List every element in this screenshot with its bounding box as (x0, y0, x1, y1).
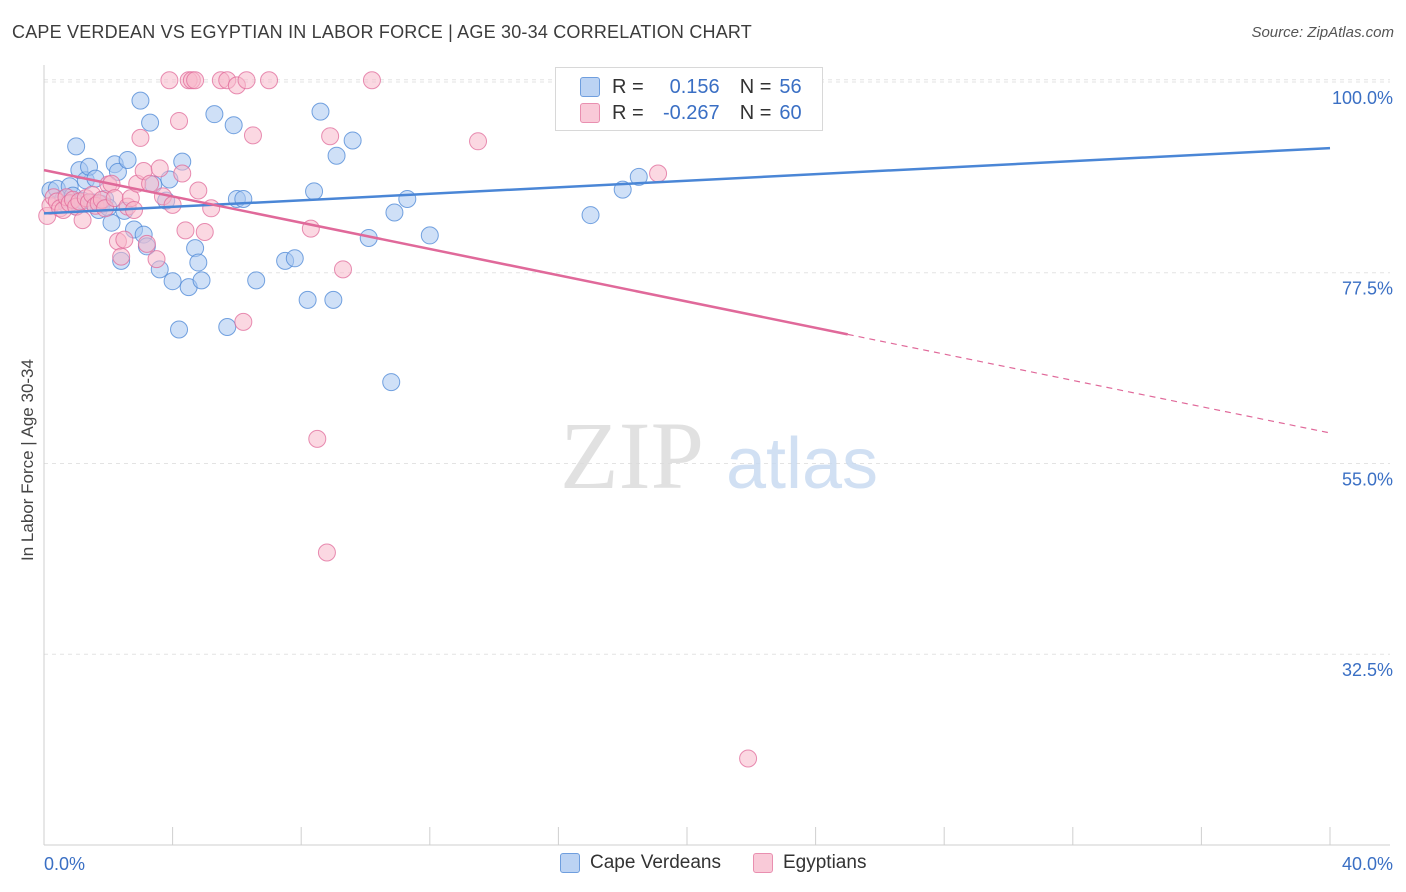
point-egyptian (317, 543, 336, 562)
point-egyptian (234, 312, 253, 331)
axes (43, 65, 1390, 846)
legend-label: Cape Verdeans (590, 852, 721, 873)
legend-swatch-blue (560, 853, 580, 873)
point-egyptian (739, 749, 758, 768)
trend-line-egyptians (43, 168, 849, 336)
point-cape-verdean (305, 182, 324, 201)
point-cape-verdean (324, 290, 343, 309)
point-cape-verdean (189, 253, 208, 272)
point-cape-verdean (170, 320, 189, 339)
y-tick-label: 55.0% (1342, 469, 1393, 489)
trend-line-egyptians-extension (847, 333, 1331, 434)
grid-lines (44, 79, 1390, 655)
point-cape-verdean (163, 272, 182, 291)
chart-title: CAPE VERDEAN VS EGYPTIAN IN LABOR FORCE … (12, 22, 752, 42)
legend-swatch-pink (580, 103, 600, 123)
point-egyptian (362, 71, 381, 90)
point-cape-verdean (311, 102, 330, 121)
point-egyptian (73, 211, 92, 230)
point-egyptian (150, 159, 169, 178)
point-cape-verdean (343, 131, 362, 150)
correlation-legend: R = 0.156 N = 56 R = -0.267 N = 60 (555, 67, 823, 131)
point-cape-verdean (385, 203, 404, 222)
point-cape-verdean (285, 249, 304, 268)
point-cape-verdean (581, 206, 600, 225)
legend-n-value: 60 (779, 101, 802, 124)
point-cape-verdean (327, 146, 346, 165)
point-cape-verdean (420, 226, 439, 245)
point-cape-verdean (234, 189, 253, 208)
point-egyptian (112, 247, 131, 266)
point-egyptian (469, 132, 488, 151)
point-cape-verdean (218, 317, 237, 336)
y-tick-label: 77.5% (1342, 279, 1393, 299)
point-cape-verdean (298, 290, 317, 309)
point-cape-verdean (118, 150, 137, 169)
legend-item-cape-verdeans[interactable]: Cape Verdeans (560, 852, 721, 874)
legend-row-cape-verdeans: R = 0.156 N = 56 (580, 75, 802, 99)
legend-n-label: N = (739, 101, 772, 124)
point-egyptian (173, 164, 192, 183)
point-cape-verdean (131, 91, 150, 110)
watermark-atlas: atlas (726, 424, 878, 504)
point-cape-verdean (382, 373, 401, 392)
point-cape-verdean (141, 113, 160, 132)
point-cape-verdean (398, 189, 417, 208)
data-points (38, 71, 777, 768)
point-egyptian (195, 223, 214, 242)
point-egyptian (321, 127, 340, 146)
point-egyptian (160, 71, 179, 90)
source-label: Source: ZipAtlas.com (1251, 24, 1394, 41)
tick-labels: 32.5% 55.0% 77.5% 100.0% 0.0% 40.0% (44, 88, 1393, 874)
y-axis-label: In Labor Force | Age 30-34 (18, 359, 37, 561)
point-egyptian (176, 221, 195, 240)
legend-row-egyptians: R = -0.267 N = 60 (580, 101, 802, 125)
point-egyptian (147, 250, 166, 269)
point-cape-verdean (629, 167, 648, 186)
watermark-zip: ZIP (560, 402, 704, 509)
legend-swatch-blue (580, 77, 600, 97)
legend-r-label: R = (612, 75, 644, 98)
legend-n-label: N = (739, 75, 772, 98)
trend-line-cape-verdeans (43, 146, 1331, 215)
x-tick-label-min: 0.0% (44, 854, 85, 874)
legend-r-value: 0.156 (669, 75, 720, 98)
point-cape-verdean (224, 116, 243, 135)
trend-lines (43, 146, 1331, 434)
point-egyptian (189, 181, 208, 200)
point-egyptian (170, 111, 189, 130)
point-cape-verdean (67, 137, 86, 156)
point-cape-verdean (247, 271, 266, 290)
point-egyptian (260, 71, 279, 90)
point-egyptian (131, 128, 150, 147)
point-egyptian (333, 260, 352, 279)
point-egyptian (243, 126, 262, 145)
legend-swatch-pink (753, 853, 773, 873)
point-egyptian (237, 71, 256, 90)
legend-n-value: 56 (779, 75, 802, 98)
point-egyptian (308, 429, 327, 448)
x-tick-label-max: 40.0% (1342, 854, 1393, 874)
point-egyptian (649, 164, 668, 183)
y-tick-label: 100.0% (1332, 88, 1393, 108)
point-egyptian (115, 230, 134, 249)
series-legend: Cape Verdeans Egyptians (560, 852, 898, 874)
legend-item-egyptians[interactable]: Egyptians (753, 852, 866, 874)
legend-label: Egyptians (783, 852, 867, 873)
legend-r-label: R = (612, 101, 644, 124)
point-egyptian (137, 234, 156, 253)
point-cape-verdean (205, 105, 224, 124)
legend-r-value: -0.267 (662, 101, 720, 124)
point-cape-verdean (192, 271, 211, 290)
point-egyptian (186, 71, 205, 90)
point-egyptian (163, 195, 182, 214)
y-tick-label: 32.5% (1342, 660, 1393, 680)
